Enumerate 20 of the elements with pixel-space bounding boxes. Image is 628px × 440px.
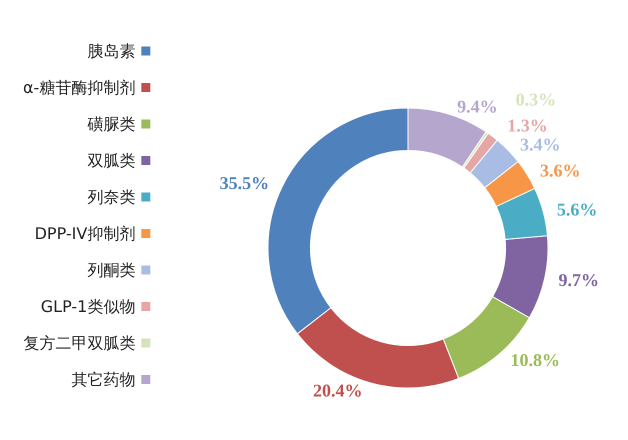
data-label: 10.8%	[510, 350, 560, 370]
data-label: 3.6%	[540, 160, 580, 180]
data-label: 20.4%	[313, 380, 362, 401]
data-label: 0.3%	[516, 89, 556, 110]
legend-label: 双胍类	[87, 151, 136, 170]
data-label: 1.3%	[507, 115, 548, 136]
legend-label: GLP-1类似物	[40, 297, 136, 316]
data-label: 9.4%	[457, 96, 498, 116]
data-label: 35.5%	[220, 172, 270, 193]
legend-label: 列酮类	[87, 260, 136, 280]
legend-label: 列奈类	[87, 188, 136, 206]
data-label: 9.7%	[558, 270, 600, 290]
data-label: 5.6%	[556, 199, 598, 220]
legend-label: α-糖苷酶抑制剂	[22, 78, 136, 97]
data-label: 3.4%	[520, 134, 560, 155]
legend-label: 复方二甲双胍类	[23, 334, 136, 352]
legend-label: 磺脲类	[86, 114, 136, 134]
legend-label: 其它药物	[71, 370, 136, 389]
legend-label: 胰岛素	[87, 42, 136, 60]
legend-label: DPP-IV抑制剂	[34, 224, 136, 243]
